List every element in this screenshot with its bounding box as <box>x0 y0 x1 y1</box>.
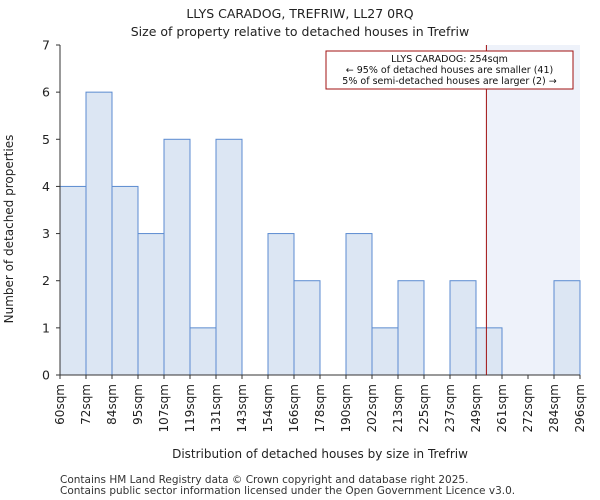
x-tick-label: 60sqm <box>53 384 67 425</box>
x-tick-label: 249sqm <box>469 384 483 432</box>
annotation-line-1: LLYS CARADOG: 254sqm <box>391 54 508 65</box>
x-tick-label: 84sqm <box>105 384 119 425</box>
annotation-box <box>325 50 574 90</box>
x-tick-label: 284sqm <box>547 384 561 432</box>
x-tick-label: 237sqm <box>443 384 457 432</box>
bar-131sqm <box>215 138 243 376</box>
bar-72sqm <box>85 91 113 376</box>
x-tick-label: 72sqm <box>79 384 93 425</box>
bar-190sqm <box>345 233 373 376</box>
x-tick-label: 261sqm <box>495 384 509 432</box>
x-tick-label: 202sqm <box>365 384 379 432</box>
chart-subtitle: Size of property relative to detached ho… <box>130 24 470 39</box>
y-axis-label: Number of detached properties <box>2 135 16 324</box>
bar-237sqm <box>449 280 477 376</box>
annotation-line-3: 5% of semi-detached houses are larger (2… <box>342 76 556 87</box>
x-axis-label: Distribution of detached houses by size … <box>172 447 468 461</box>
bar-107sqm <box>163 138 191 376</box>
bar-chart: 0 1 2 3 4 5 6 7 60sqm 72sqm 84sqm 95sqm 107sqm 119sqm… <box>2 38 587 462</box>
x-tick-label: 107sqm <box>157 384 171 432</box>
bar-84sqm <box>111 185 139 376</box>
y-tick-label: 6 <box>42 85 50 100</box>
bar-166sqm <box>293 280 321 376</box>
y-tick-label: 5 <box>42 132 50 147</box>
x-tick-label: 178sqm <box>313 384 327 432</box>
annotation-line-2: ← 95% of detached houses are smaller (41… <box>346 65 553 76</box>
bar-249sqm <box>475 327 503 376</box>
x-tick-label: 95sqm <box>131 384 145 425</box>
footer-line-1: Contains HM Land Registry data © Crown c… <box>60 474 469 486</box>
bar-95sqm <box>137 233 165 376</box>
x-tick-label: 296sqm <box>573 384 587 432</box>
y-tick-label: 3 <box>42 226 50 241</box>
x-tick-label: 272sqm <box>521 384 535 432</box>
bar-284sqm <box>553 280 581 376</box>
y-tick-label: 4 <box>42 179 50 194</box>
y-tick-label: 2 <box>42 273 50 288</box>
x-tick-label: 143sqm <box>235 384 249 432</box>
y-tick-label: 1 <box>42 320 50 335</box>
y-tick-label: 0 <box>42 368 50 383</box>
bar-60sqm <box>59 185 87 376</box>
x-tick-label: 166sqm <box>287 384 301 432</box>
x-tick-label: 131sqm <box>209 384 223 432</box>
x-tick-label: 213sqm <box>391 384 405 432</box>
bar-119sqm <box>189 327 217 376</box>
bar-154sqm <box>267 233 295 376</box>
y-tick-label: 7 <box>42 38 50 53</box>
bar-202sqm <box>371 327 399 376</box>
chart-title: LLYS CARADOG, TREFRIW, LL27 0RQ <box>186 6 414 21</box>
footer-line-2: Contains public sector information licen… <box>60 485 516 497</box>
x-tick-label: 190sqm <box>339 384 353 432</box>
x-tick-label: 154sqm <box>261 384 275 432</box>
x-tick-label: 119sqm <box>183 384 197 432</box>
bar-213sqm <box>397 280 425 376</box>
x-tick-label: 225sqm <box>417 384 431 432</box>
